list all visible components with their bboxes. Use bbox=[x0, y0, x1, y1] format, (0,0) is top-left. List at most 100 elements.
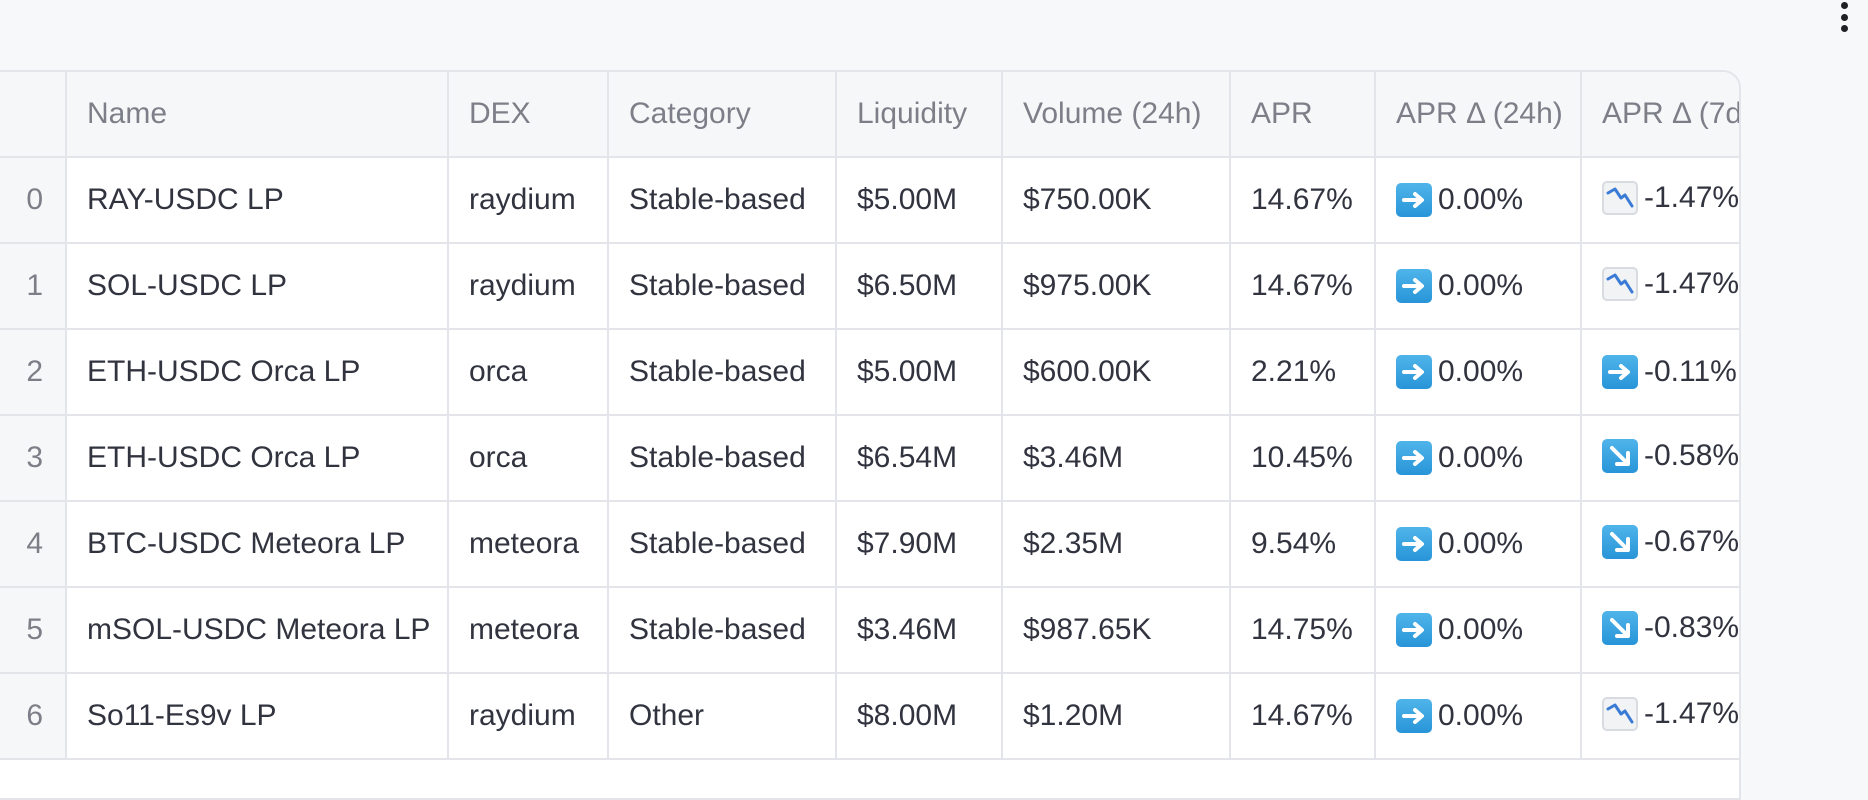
cell-apr-delta-24h[interactable]: 0.00% bbox=[1375, 157, 1582, 244]
cell-category[interactable]: Stable-based bbox=[608, 587, 837, 674]
cell-apr-delta-7d[interactable]: -0.83% bbox=[1581, 587, 1739, 674]
cell-dex[interactable]: raydium bbox=[448, 157, 609, 244]
table-row[interactable]: 1 SOL-USDC LP raydium Stable-based $6.50M $97… bbox=[0, 243, 1740, 330]
cell-name[interactable]: mSOL-USDC Meteora LP bbox=[66, 587, 449, 674]
cell-dex[interactable]: raydium bbox=[448, 243, 609, 330]
apr-delta-24h-value: 0.00% bbox=[1438, 354, 1524, 388]
apr-delta-7d-value: -1.47% bbox=[1644, 267, 1740, 300]
table-row[interactable]: 6 So11-Es9v LP raydium Other $8.00M $1.20M 14.… bbox=[0, 673, 1739, 760]
cell-name[interactable]: BTC-USDC Meteora LP bbox=[66, 501, 449, 588]
cell-apr-delta-7d[interactable]: -0.11% bbox=[1581, 329, 1739, 416]
cell-category[interactable]: Stable-based bbox=[608, 415, 837, 502]
row-index: 3 bbox=[0, 415, 67, 502]
apr-delta-24h-value: 0.00% bbox=[1438, 440, 1524, 474]
row-index: 1 bbox=[0, 243, 67, 330]
cell-apr[interactable]: 14.67% bbox=[1230, 243, 1376, 330]
arrow-right-icon bbox=[1396, 440, 1432, 475]
cell-name[interactable]: RAY-USDC LP bbox=[66, 157, 449, 244]
row-index: 4 bbox=[0, 501, 67, 588]
cell-apr-delta-7d[interactable]: -1.47% bbox=[1581, 243, 1740, 330]
table-row[interactable]: 2 ETH-USDC Orca LP orca Stable-based $5.00M $… bbox=[0, 329, 1739, 416]
apr-delta-24h-value: 0.00% bbox=[1438, 698, 1524, 732]
apr-delta-24h-value: 0.00% bbox=[1438, 612, 1524, 646]
row-index: 5 bbox=[0, 587, 67, 674]
arrow-right-icon bbox=[1396, 698, 1432, 733]
apr-delta-24h-value: 0.00% bbox=[1438, 268, 1524, 302]
arrow-right-icon bbox=[1396, 182, 1432, 217]
arrow-right-icon bbox=[1396, 526, 1432, 561]
row-index: 2 bbox=[0, 329, 67, 416]
arrow-down-right-icon bbox=[1602, 611, 1638, 645]
cell-liquidity[interactable]: $3.46M bbox=[836, 587, 1003, 674]
table-row[interactable]: 0 RAY-USDC LP raydium Stable-based $5.00M $75… bbox=[0, 157, 1739, 244]
cell-dex[interactable]: meteora bbox=[448, 501, 609, 588]
cell-category[interactable]: Other bbox=[608, 673, 837, 760]
cell-volume[interactable]: $600.00K bbox=[1002, 329, 1231, 416]
cell-name[interactable]: So11-Es9v LP bbox=[66, 673, 449, 760]
row-index: 0 bbox=[0, 157, 67, 244]
column-header-volume[interactable]: Volume (24h) bbox=[1002, 72, 1231, 158]
index-header bbox=[0, 72, 67, 158]
pools-table: Name DEX Category Liquidity Volume (24h)… bbox=[0, 72, 1740, 760]
cell-dex[interactable]: orca bbox=[448, 415, 609, 502]
cell-apr[interactable]: 2.21% bbox=[1230, 329, 1376, 416]
cell-apr-delta-7d[interactable]: -1.47% bbox=[1581, 157, 1739, 244]
cell-volume[interactable]: $1.20M bbox=[1002, 673, 1231, 760]
data-table[interactable]: Name DEX Category Liquidity Volume (24h)… bbox=[0, 70, 1741, 800]
cell-liquidity[interactable]: $5.00M bbox=[836, 329, 1003, 416]
cell-category[interactable]: Stable-based bbox=[608, 243, 837, 330]
cell-category[interactable]: Stable-based bbox=[608, 157, 837, 244]
more-options-icon[interactable] bbox=[1838, 2, 1850, 32]
cell-apr-delta-24h[interactable]: 0.00% bbox=[1375, 501, 1582, 588]
cell-name[interactable]: ETH-USDC Orca LP bbox=[66, 329, 449, 416]
table-row[interactable]: 3 ETH-USDC Orca LP orca Stable-based $6.54M $… bbox=[0, 415, 1739, 502]
cell-apr-delta-24h[interactable]: 0.00% bbox=[1375, 415, 1582, 502]
cell-apr[interactable]: 9.54% bbox=[1230, 501, 1376, 588]
cell-name[interactable]: SOL-USDC LP bbox=[66, 243, 449, 330]
column-header-apr-delta-24h[interactable]: APR Δ (24h) bbox=[1375, 72, 1582, 158]
column-header-apr[interactable]: APR bbox=[1230, 72, 1376, 158]
cell-dex[interactable]: orca bbox=[448, 329, 609, 416]
cell-category[interactable]: Stable-based bbox=[608, 501, 837, 588]
arrow-down-right-icon bbox=[1602, 439, 1638, 473]
column-header-apr-delta-7d[interactable]: APR Δ (7d bbox=[1581, 72, 1739, 158]
cell-apr[interactable]: 14.67% bbox=[1230, 157, 1376, 244]
column-header-name[interactable]: Name bbox=[66, 72, 449, 158]
cell-liquidity[interactable]: $7.90M bbox=[836, 501, 1003, 588]
apr-delta-24h-value: 0.00% bbox=[1438, 182, 1524, 216]
cell-liquidity[interactable]: $8.00M bbox=[836, 673, 1003, 760]
cell-volume[interactable]: $987.65K bbox=[1002, 587, 1231, 674]
column-header-dex[interactable]: DEX bbox=[448, 72, 609, 158]
row-index: 6 bbox=[0, 673, 67, 760]
cell-apr-delta-7d[interactable]: -0.58% bbox=[1581, 415, 1739, 502]
cell-volume[interactable]: $2.35M bbox=[1002, 501, 1231, 588]
arrow-right-icon bbox=[1396, 354, 1432, 389]
table-row[interactable]: 4 BTC-USDC Meteora LP meteora Stable-based $… bbox=[0, 501, 1740, 588]
chart-decreasing-icon bbox=[1602, 697, 1638, 731]
cell-apr-delta-24h[interactable]: 0.00% bbox=[1375, 329, 1582, 416]
arrow-right-icon bbox=[1602, 354, 1638, 389]
cell-apr[interactable]: 14.75% bbox=[1230, 587, 1376, 674]
cell-apr-delta-24h[interactable]: 0.00% bbox=[1375, 673, 1582, 760]
apr-delta-7d-value: -0.67% bbox=[1644, 525, 1740, 558]
cell-apr-delta-7d[interactable]: -1.47% bbox=[1581, 673, 1739, 760]
cell-apr[interactable]: 14.67% bbox=[1230, 673, 1376, 760]
cell-category[interactable]: Stable-based bbox=[608, 329, 837, 416]
cell-apr-delta-7d[interactable]: -0.67% bbox=[1581, 501, 1740, 588]
cell-dex[interactable]: raydium bbox=[448, 673, 609, 760]
cell-volume[interactable]: $3.46M bbox=[1002, 415, 1231, 502]
cell-name[interactable]: ETH-USDC Orca LP bbox=[66, 415, 449, 502]
cell-volume[interactable]: $975.00K bbox=[1002, 243, 1231, 330]
column-header-category[interactable]: Category bbox=[608, 72, 837, 158]
cell-liquidity[interactable]: $6.50M bbox=[836, 243, 1003, 330]
cell-apr-delta-24h[interactable]: 0.00% bbox=[1375, 587, 1582, 674]
cell-apr[interactable]: 10.45% bbox=[1230, 415, 1376, 502]
cell-apr-delta-24h[interactable]: 0.00% bbox=[1375, 243, 1582, 330]
chart-decreasing-icon bbox=[1602, 267, 1638, 301]
cell-volume[interactable]: $750.00K bbox=[1002, 157, 1231, 244]
table-row[interactable]: 5 mSOL-USDC Meteora LP meteora Stable-based… bbox=[0, 587, 1739, 674]
cell-liquidity[interactable]: $6.54M bbox=[836, 415, 1003, 502]
cell-dex[interactable]: meteora bbox=[448, 587, 609, 674]
cell-liquidity[interactable]: $5.00M bbox=[836, 157, 1003, 244]
column-header-liquidity[interactable]: Liquidity bbox=[836, 72, 1003, 158]
